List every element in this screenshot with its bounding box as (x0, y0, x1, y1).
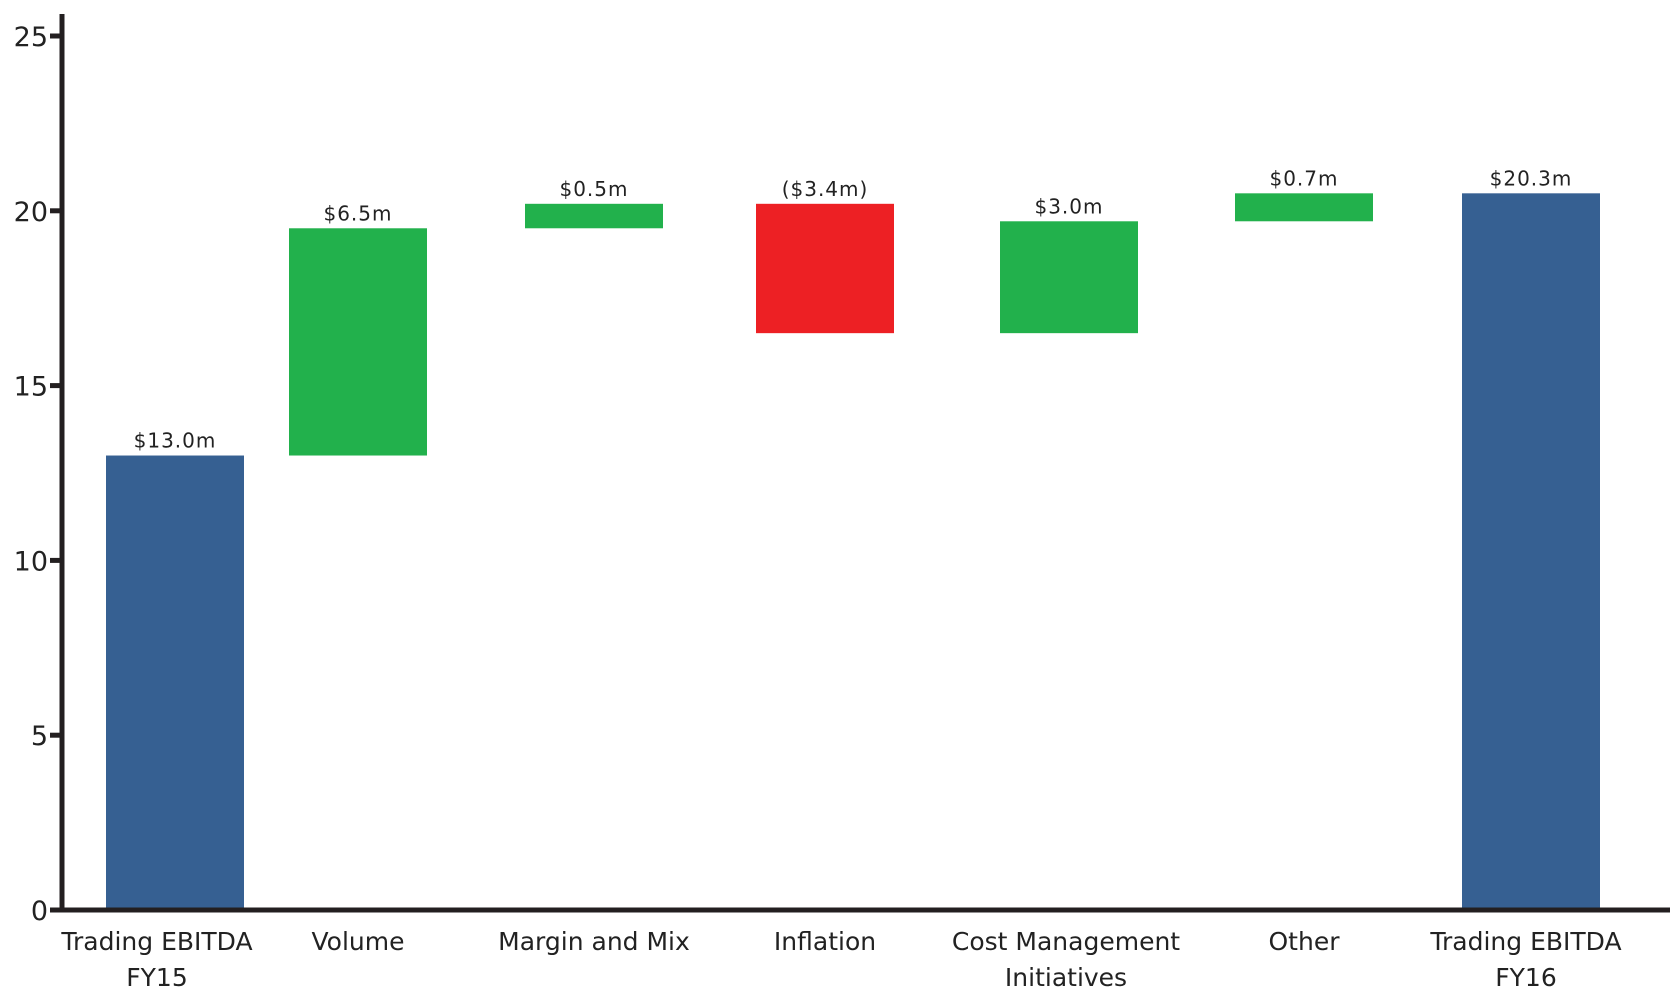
category-label-3-line-0: Inflation (774, 927, 876, 956)
category-label-6-line-1: FY16 (1495, 963, 1556, 992)
y-tick-label-0: 0 (31, 896, 48, 927)
category-label-0-line-0: Trading EBITDA (60, 927, 252, 956)
bar-3 (756, 203, 894, 334)
y-tick-label-3: 15 (14, 372, 48, 403)
category-label-5-line-0: Other (1269, 927, 1341, 956)
y-tick-label-2: 10 (14, 546, 48, 577)
data-labels-layer: $13.0m $6.5m $0.5m ($3.4m) $3.0m $0.7m $20.3m (134, 166, 1573, 453)
bar-4 (1000, 221, 1138, 334)
bar-5 (1235, 193, 1373, 222)
data-label-6: $20.3m (1490, 166, 1573, 190)
data-label-5: $0.7m (1269, 166, 1338, 190)
bars-layer (106, 193, 1600, 910)
y-tick-label-4: 20 (14, 197, 48, 228)
bar-6 (1462, 193, 1600, 910)
bar-0 (106, 455, 244, 910)
bar-1 (289, 228, 427, 456)
bar-2 (525, 203, 663, 229)
category-label-4-line-0: Cost Management (952, 927, 1180, 956)
category-label-4-line-1: Initiatives (1005, 963, 1127, 992)
category-label-6-line-0: Trading EBITDA (1429, 927, 1621, 956)
y-tick-label-1: 5 (31, 721, 48, 752)
y-tick-label-5: 25 (14, 22, 48, 53)
data-label-0: $13.0m (134, 429, 217, 453)
axes (59, 14, 1670, 913)
data-label-1: $6.5m (323, 201, 392, 225)
data-label-2: $0.5m (559, 177, 628, 201)
data-label-4: $3.0m (1034, 194, 1103, 218)
y-axis-ticks: 0 5 10 15 20 25 (14, 22, 62, 927)
x-axis-categories: Trading EBITDA FY15 Volume Margin and Mix In… (60, 927, 1621, 992)
category-label-2-line-0: Margin and Mix (498, 927, 690, 956)
category-label-1-line-0: Volume (312, 927, 405, 956)
category-label-0-line-1: FY15 (126, 963, 187, 992)
data-label-3: ($3.4m) (782, 177, 869, 201)
